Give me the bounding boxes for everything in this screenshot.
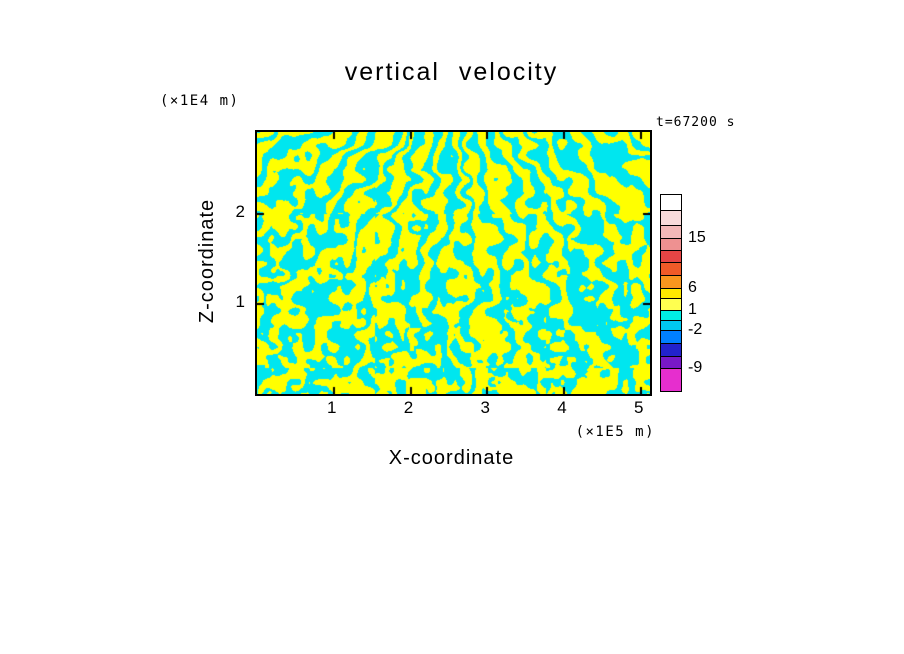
colorbar-segment xyxy=(661,263,681,276)
colorbar-segment xyxy=(661,289,681,299)
colorbar-segment xyxy=(661,276,681,289)
colorbar-segment xyxy=(661,321,681,331)
colorbar-segment xyxy=(661,195,681,211)
colorbar-tick-label: 1 xyxy=(688,301,697,318)
colorbar-segment xyxy=(661,331,681,344)
y-tick-label: 2 xyxy=(235,201,245,221)
x-axis-title: X-coordinate xyxy=(388,447,515,469)
colorbar-tick-label: -2 xyxy=(688,321,703,338)
colorbar-segment xyxy=(661,239,681,251)
heatmap-canvas xyxy=(257,132,650,394)
x-tick-label: 2 xyxy=(403,398,414,417)
colorbar-segment xyxy=(661,299,681,311)
colorbar-segment xyxy=(661,357,681,369)
y-axis-unit: (×1E4 m) xyxy=(160,93,240,109)
plot-frame xyxy=(255,130,652,396)
colorbar-tick-label: -9 xyxy=(688,359,703,376)
plot-title: vertical velocity xyxy=(344,58,559,86)
x-tick-label: 4 xyxy=(557,398,567,417)
colorbar-tick-label: 15 xyxy=(688,229,706,246)
y-tick-label: 1 xyxy=(235,291,245,311)
colorbar-tick-label: 6 xyxy=(688,279,697,296)
colorbar-segment xyxy=(661,311,681,321)
colorbar xyxy=(660,194,682,392)
x-tick-label: 1 xyxy=(327,398,337,417)
colorbar-segment xyxy=(661,211,681,226)
x-tick-label: 3 xyxy=(480,398,490,417)
x-axis-unit: (×1E5 m) xyxy=(575,424,655,440)
colorbar-segment xyxy=(661,251,681,263)
colorbar-segment xyxy=(661,226,681,239)
x-tick-label: 5 xyxy=(634,398,644,417)
timestamp-label: t=67200 s xyxy=(656,115,736,130)
colorbar-segment xyxy=(661,369,681,391)
colorbar-segment xyxy=(661,344,681,357)
y-axis-title: Z-coordinate xyxy=(196,198,218,324)
